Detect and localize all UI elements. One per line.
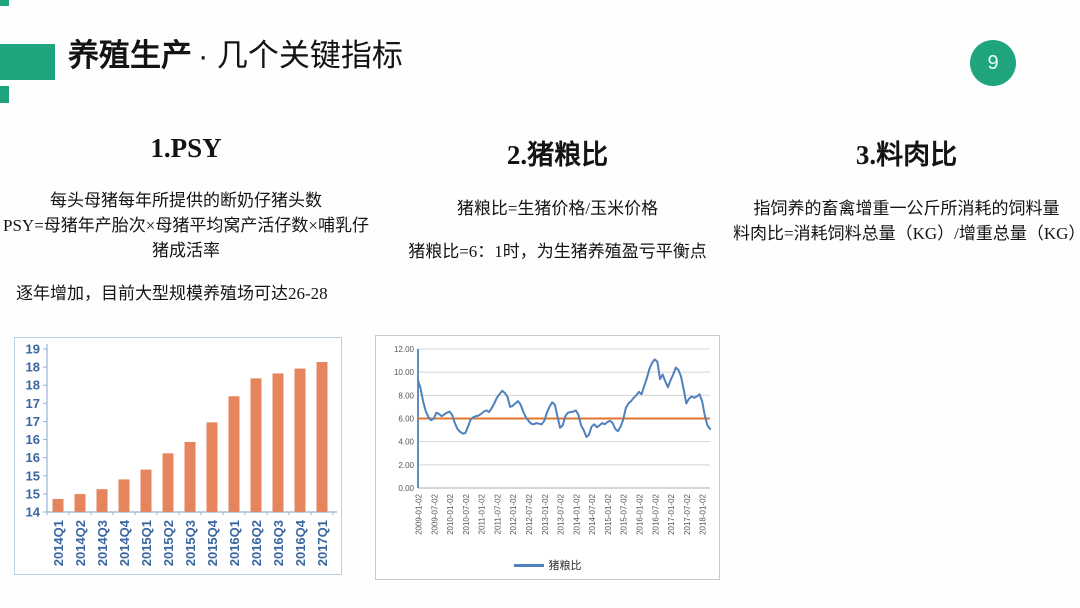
svg-text:2009-01-02: 2009-01-02 [415, 493, 424, 534]
svg-text:4.00: 4.00 [398, 438, 414, 447]
svg-text:2015Q1: 2015Q1 [139, 520, 154, 566]
svg-text:2014Q2: 2014Q2 [73, 520, 88, 566]
svg-text:2016-07-02: 2016-07-02 [651, 493, 660, 534]
svg-text:2016-01-02: 2016-01-02 [635, 493, 644, 534]
svg-text:2014-07-02: 2014-07-02 [588, 493, 597, 534]
svg-text:2010-07-02: 2010-07-02 [462, 493, 471, 534]
svg-text:15: 15 [26, 468, 40, 483]
svg-text:2015-07-02: 2015-07-02 [620, 493, 629, 534]
svg-text:15: 15 [26, 486, 40, 501]
svg-text:17: 17 [26, 414, 40, 429]
svg-text:2015Q3: 2015Q3 [183, 520, 198, 566]
svg-text:2017-07-02: 2017-07-02 [683, 493, 692, 534]
svg-text:19: 19 [26, 342, 40, 357]
column-psy: 1.PSY 每头母猪每年所提供的断奶仔猪头数 PSY=母猪年产胎次×母猪平均窝产… [0, 133, 372, 304]
legend-label: 猪粮比 [548, 560, 582, 572]
svg-text:2013-01-02: 2013-01-02 [541, 493, 550, 534]
page-title: 养殖生产 · 几个关键指标 [68, 36, 403, 76]
svg-text:2015Q2: 2015Q2 [161, 520, 176, 566]
svg-text:6.00: 6.00 [398, 415, 414, 424]
column-feed-meat-ratio: 3.料肉比 指饲养的畜禽增重一公斤所消耗的饲料量 料肉比=消耗饲料总量（KG）/… [733, 133, 1080, 246]
svg-text:2016Q4: 2016Q4 [293, 519, 308, 566]
svg-text:2012-01-02: 2012-01-02 [509, 493, 518, 534]
feed-meat-ratio-definition: 指饲养的畜禽增重一公斤所消耗的饲料量 [753, 199, 1060, 218]
chart-legend: 猪粮比 [376, 557, 719, 573]
svg-text:2015Q4: 2015Q4 [205, 519, 220, 566]
svg-text:2016Q1: 2016Q1 [227, 520, 242, 566]
svg-text:18: 18 [26, 378, 40, 393]
svg-text:2014-01-02: 2014-01-02 [572, 493, 581, 534]
svg-text:2014Q1: 2014Q1 [51, 520, 66, 566]
svg-text:2.00: 2.00 [398, 461, 414, 470]
column-pig-grain-ratio: 2.猪粮比 猪粮比=生猪价格/玉米价格 猪粮比=6：1时，为生猪养殖盈亏平衡点 [385, 133, 730, 264]
svg-text:17: 17 [26, 396, 40, 411]
svg-text:2017-01-02: 2017-01-02 [667, 493, 676, 534]
svg-text:2018-01-02: 2018-01-02 [699, 493, 708, 534]
svg-text:0.00: 0.00 [398, 484, 414, 493]
page-title-main: 养殖生产 [68, 38, 192, 73]
psy-definition: 每头母猪每年所提供的断奶仔猪头数 [50, 191, 322, 210]
psy-bar-chart: 19 18 18 17 17 16 16 15 15 14 2014Q1 2014Q2 2014Q3 20… [14, 337, 342, 575]
legend-line-swatch [513, 563, 544, 567]
svg-text:2016Q2: 2016Q2 [249, 520, 264, 566]
green-accent-block [0, 44, 55, 80]
svg-text:2011-07-02: 2011-07-02 [493, 493, 502, 534]
psy-heading: 1.PSY [150, 133, 222, 163]
psy-trend-note: 逐年增加，目前大型规模养殖场可达26-28 [16, 284, 328, 303]
svg-text:14: 14 [26, 505, 41, 520]
svg-text:2016Q3: 2016Q3 [271, 520, 286, 566]
pig-grain-ratio-formula: 猪粮比=生猪价格/玉米价格 [456, 199, 659, 218]
svg-text:2014Q4: 2014Q4 [117, 519, 132, 566]
svg-text:2015-01-02: 2015-01-02 [604, 493, 613, 534]
svg-text:2009-07-02: 2009-07-02 [430, 493, 439, 534]
svg-text:16: 16 [26, 450, 40, 465]
green-accent-small [0, 86, 9, 103]
svg-text:2011-01-02: 2011-01-02 [478, 493, 487, 534]
page-number: 9 [987, 51, 999, 74]
page-title-rest: · 几个关键指标 [198, 38, 403, 73]
svg-text:16: 16 [26, 432, 40, 447]
feed-meat-ratio-formula: 料肉比=消耗饲料总量（KG）/增重总量（KG） [733, 224, 1080, 243]
pig-grain-ratio-line-chart: 0.00 2.00 4.00 6.00 8.00 10.00 12.00 2009-01-02… [375, 335, 720, 580]
svg-text:2017Q1: 2017Q1 [315, 520, 330, 566]
feed-meat-ratio-heading: 3.料肉比 [855, 140, 958, 170]
svg-text:8.00: 8.00 [398, 391, 414, 400]
pig-grain-ratio-heading: 2.猪粮比 [506, 140, 609, 170]
svg-text:2010-01-02: 2010-01-02 [446, 493, 455, 534]
psy-formula: PSY=母猪年产胎次×母猪平均窝产活仔数×哺乳仔猪成活率 [3, 216, 369, 260]
svg-text:2014Q3: 2014Q3 [95, 520, 110, 566]
svg-text:2012-07-02: 2012-07-02 [525, 493, 534, 534]
svg-text:2013-07-02: 2013-07-02 [557, 493, 566, 534]
green-accent-corner [0, 0, 9, 6]
svg-text:10.00: 10.00 [394, 368, 415, 377]
svg-text:12.00: 12.00 [394, 345, 415, 354]
page-number-badge: 9 [970, 40, 1016, 86]
pig-grain-ratio-breakeven-note: 猪粮比=6：1时，为生猪养殖盈亏平衡点 [408, 242, 707, 261]
svg-text:18: 18 [26, 360, 40, 375]
